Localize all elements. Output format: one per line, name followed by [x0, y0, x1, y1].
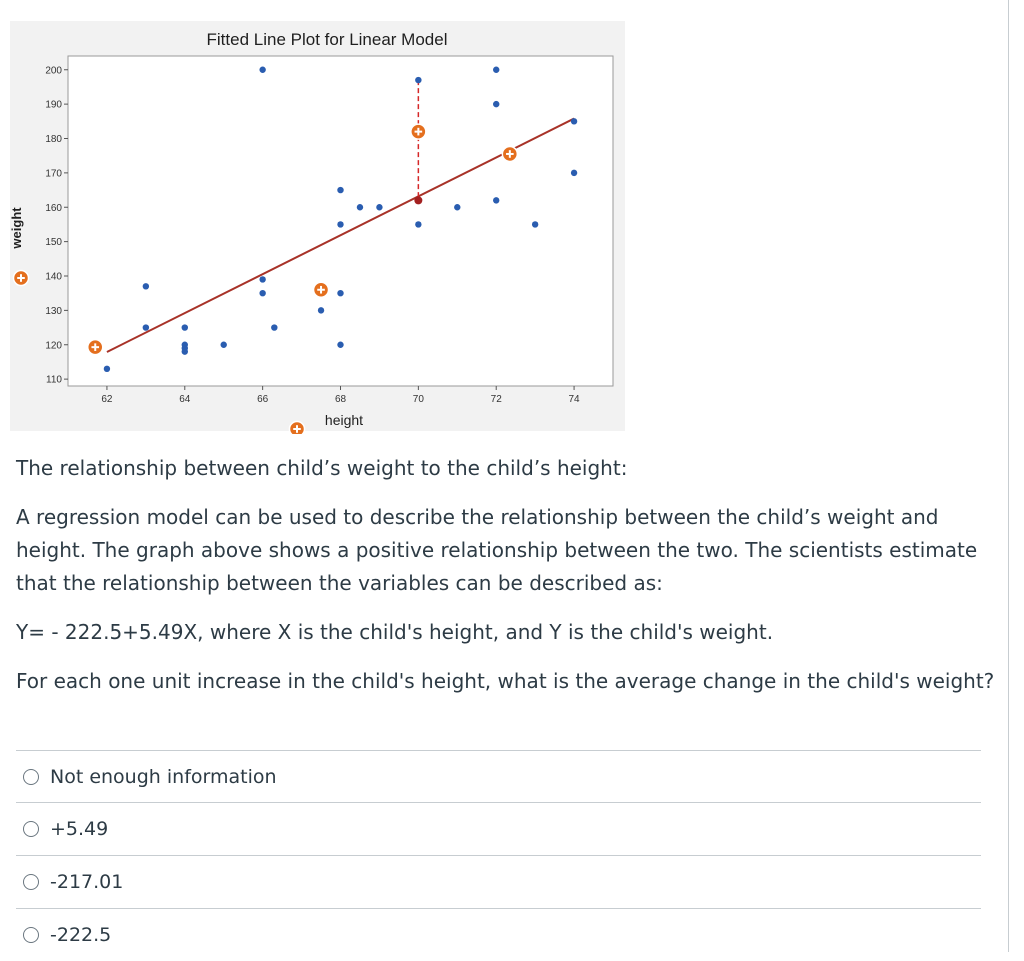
plot-area [67, 55, 614, 387]
fit-line-end-handle[interactable] [501, 145, 519, 163]
data-point [271, 324, 278, 331]
radio-button[interactable] [23, 874, 39, 890]
y-axis-label: weight [9, 207, 24, 250]
regression-equation: Y= - 222.5+5.49X, where X is the child's… [16, 620, 774, 644]
y-tick-label: 200 [45, 65, 62, 76]
data-point [570, 118, 578, 125]
y-tick-label: 110 [46, 375, 62, 386]
question-text: The relationship between child’s weight … [16, 452, 996, 698]
data-point [454, 204, 461, 211]
x-tick-label: 64 [179, 394, 191, 405]
chart-svg: Fitted Line Plot for Linear Model 110 120… [9, 21, 625, 435]
data-point [493, 66, 500, 73]
y-axis: 110 120 130 140 150 160 170 180 190 200 [45, 65, 68, 386]
data-point [531, 221, 539, 228]
y-tick-label: 140 [45, 272, 62, 283]
y-tick-label: 160 [45, 203, 62, 214]
answer-label: Not enough information [50, 765, 277, 788]
point-handle[interactable] [312, 281, 330, 298]
fit-line-start-handle[interactable] [87, 338, 104, 356]
answer-option-minus-217-01[interactable]: -217.01 [16, 855, 981, 908]
data-point [220, 341, 227, 348]
data-point [570, 169, 578, 177]
answer-label: +5.49 [50, 818, 109, 840]
x-axis: 62 64 66 68 70 72 74 [101, 386, 580, 405]
chart-title: Fitted Line Plot for Linear Model [207, 30, 448, 49]
fit-line [106, 117, 575, 353]
data-point [259, 276, 266, 283]
data-point [337, 341, 344, 348]
drag-handles[interactable] [12, 123, 519, 435]
data-point [337, 289, 344, 297]
radio-button[interactable] [23, 768, 39, 785]
data-point [259, 289, 266, 297]
answer-label: -222.5 [50, 924, 112, 946]
data-point [181, 348, 188, 355]
answer-label: -217.01 [50, 871, 124, 893]
answer-option-not-enough-info[interactable]: Not enough information [16, 750, 981, 802]
question-prompt: For each one unit increase in the child'… [16, 669, 995, 693]
radio-button[interactable] [23, 927, 39, 943]
data-point [337, 221, 344, 228]
y-tick-label: 170 [45, 168, 62, 179]
data-point [142, 324, 150, 331]
x-tick-label: 62 [101, 394, 113, 405]
x-tick-label: 72 [491, 394, 503, 405]
y-axis-handle[interactable] [12, 269, 30, 287]
y-tick-label: 150 [45, 237, 62, 248]
fitted-line-plot: Fitted Line Plot for Linear Model 110 120… [0, 16, 630, 434]
answer-list: Not enough information +5.49 -217.01 -22… [16, 750, 981, 961]
data-point [415, 221, 422, 228]
fit-line-group [106, 80, 575, 353]
data-point [493, 197, 500, 204]
data-point [259, 66, 266, 73]
x-tick-label: 66 [257, 394, 269, 405]
x-tick-label: 70 [413, 394, 425, 405]
y-tick-label: 120 [45, 340, 62, 351]
x-tick-label: 74 [569, 394, 581, 405]
y-tick-label: 180 [45, 134, 62, 145]
y-tick-label: 130 [45, 306, 62, 317]
data-point [493, 100, 500, 108]
data-points [103, 66, 578, 373]
y-tick-label: 190 [45, 100, 62, 111]
content-right-border [1008, 0, 1009, 952]
data-point [317, 307, 325, 314]
question-intro: The relationship between child’s weight … [16, 456, 628, 480]
residual-handle[interactable] [410, 123, 427, 140]
fitted-value-point [414, 196, 423, 205]
radio-button[interactable] [23, 821, 39, 837]
selected-data-point [415, 76, 422, 84]
question-body: A regression model can be used to descri… [16, 505, 978, 595]
data-point [376, 204, 383, 211]
data-point [142, 283, 150, 290]
answer-option-minus-222-5[interactable]: -222.5 [16, 908, 981, 961]
data-point [356, 204, 364, 211]
data-point [337, 186, 344, 194]
data-point [181, 324, 188, 331]
answer-option-plus-5-49[interactable]: +5.49 [16, 802, 981, 855]
x-tick-label: 68 [335, 394, 347, 405]
x-axis-handle[interactable] [288, 420, 306, 435]
data-point [103, 365, 111, 373]
x-axis-label: height [325, 412, 363, 428]
